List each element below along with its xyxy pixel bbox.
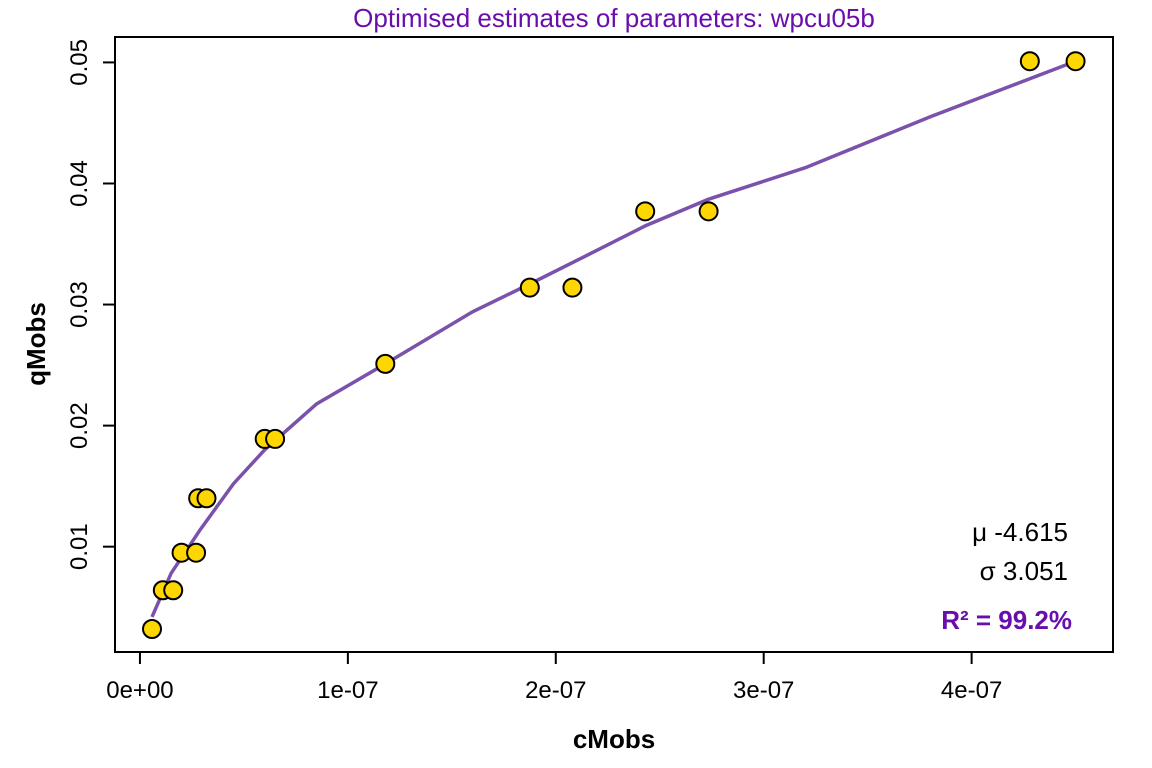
y-tick-label: 0.02 (66, 402, 93, 449)
sigma-annotation: σ 3.051 (980, 556, 1068, 586)
data-point (163, 580, 184, 601)
y-tick-label: 0.05 (66, 39, 93, 86)
x-tick-label: 4e-07 (941, 677, 1002, 704)
data-point (1019, 51, 1040, 72)
x-axis-label: cMobs (573, 724, 655, 754)
data-point (375, 353, 396, 374)
data-point (562, 277, 583, 298)
data-point (1065, 51, 1086, 72)
r-squared-annotation: R² = 99.2% (941, 605, 1072, 635)
y-tick-label: 0.03 (66, 281, 93, 328)
x-tick-label: 0e+00 (106, 677, 173, 704)
data-point (186, 542, 207, 563)
data-point (142, 618, 163, 639)
x-tick-label: 2e-07 (525, 677, 586, 704)
y-tick-label: 0.04 (66, 160, 93, 207)
fit-curve (150, 59, 1077, 618)
mu-annotation: μ -4.615 (972, 517, 1068, 547)
plot-frame (114, 36, 1114, 653)
x-tick-label: 1e-07 (317, 677, 378, 704)
data-point (698, 201, 719, 222)
chart-title: Optimised estimates of parameters: wpcu0… (353, 3, 875, 33)
data-point (519, 277, 540, 298)
x-tick-label: 3e-07 (733, 677, 794, 704)
data-point (635, 201, 656, 222)
y-tick-label: 0.01 (66, 523, 93, 570)
data-point (265, 428, 286, 449)
data-point (196, 488, 217, 509)
y-axis-label: qMobs (21, 302, 51, 386)
